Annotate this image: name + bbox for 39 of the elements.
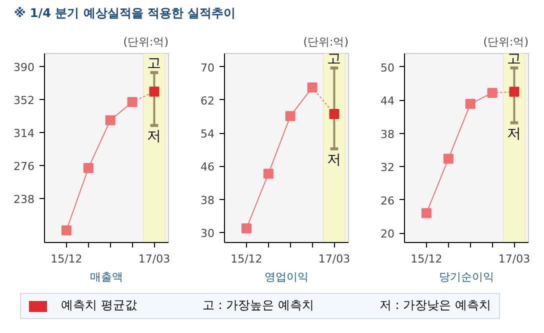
y-tick-label: 70 (200, 61, 215, 74)
x-tick-label: 17/03 (318, 252, 350, 266)
y-tick-label: 276 (14, 160, 35, 173)
chart-subtitle: (단위:억) (483, 36, 529, 48)
y-tick-label: 62 (200, 94, 215, 108)
chart-title: ※ 1/4 분기 예상실적을 적용한 실적추이 (14, 5, 236, 22)
text: 고 : 가장높은 예측치 (202, 298, 314, 312)
annotation: 저 (147, 128, 162, 144)
x-tick-label: 15/12 (50, 252, 82, 266)
legend-label: 예측치 평균값 (61, 298, 137, 312)
y-tick-label: 32 (380, 161, 395, 174)
chart-subtitle: (단위:억) (303, 36, 349, 48)
text: 저 : 가장낮은 예측치 (379, 298, 491, 312)
x-tick-label: 15/12 (410, 252, 442, 266)
annotation: 고 (327, 51, 342, 68)
y-tick-label: 50 (380, 61, 395, 74)
x-axis-title: 영업이익 (264, 270, 308, 284)
y-tick-label: 238 (14, 192, 35, 206)
y-tick-label: 352 (14, 94, 35, 107)
y-tick-label: 38 (200, 194, 215, 207)
y-tick-label: 26 (380, 194, 395, 208)
y-tick-label: 390 (14, 61, 35, 74)
y-tick-label: 20 (380, 228, 395, 241)
chart-subtitle: (단위:억) (123, 36, 169, 48)
y-tick-label: 30 (200, 227, 215, 240)
annotation: 저 (507, 126, 522, 142)
x-axis-title: 당기순이익 (439, 270, 494, 284)
y-tick-label: 46 (200, 160, 215, 174)
x-axis-title: 매출액 (90, 270, 123, 284)
annotation: 고 (147, 56, 162, 72)
y-tick-label: 38 (380, 128, 395, 141)
x-tick-label: 15/12 (230, 252, 262, 266)
y-tick-label: 54 (200, 128, 215, 141)
annotation: 고 (507, 50, 522, 67)
x-tick-label: 17/03 (138, 252, 170, 266)
y-tick-label: 314 (14, 126, 35, 140)
x-tick-label: 17/03 (498, 252, 530, 266)
annotation: 저 (327, 152, 342, 168)
y-tick-label: 44 (380, 94, 395, 108)
